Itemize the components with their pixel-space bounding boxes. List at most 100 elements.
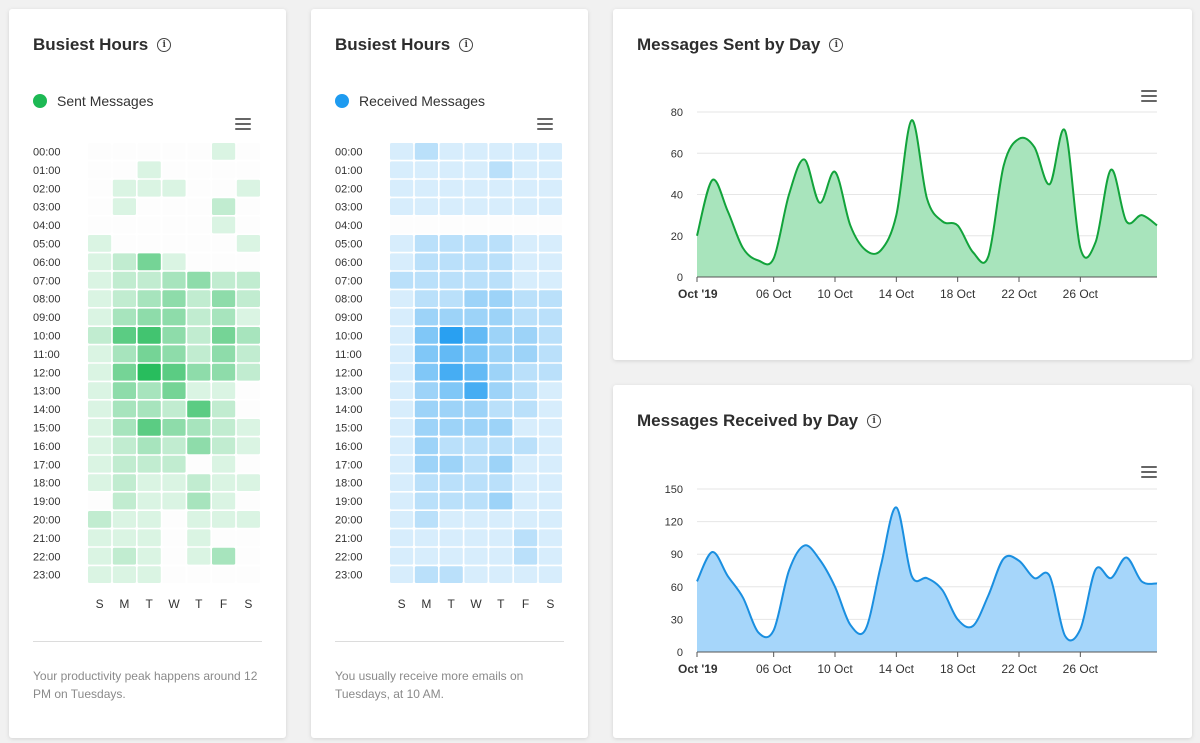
heatmap-cell[interactable] bbox=[538, 161, 562, 179]
heatmap-cell[interactable] bbox=[464, 566, 488, 583]
heatmap-cell[interactable] bbox=[390, 400, 414, 418]
heatmap-cell[interactable] bbox=[137, 419, 161, 436]
heatmap-cell[interactable] bbox=[162, 290, 186, 307]
heatmap-cell[interactable] bbox=[236, 437, 260, 455]
heatmap-cell[interactable] bbox=[88, 474, 112, 491]
heatmap-cell[interactable] bbox=[390, 437, 414, 455]
heatmap-cell[interactable] bbox=[414, 290, 438, 307]
heatmap-cell[interactable] bbox=[414, 511, 438, 528]
heatmap-cell[interactable] bbox=[538, 308, 562, 326]
heatmap-cell[interactable] bbox=[514, 345, 538, 363]
heatmap-cell[interactable] bbox=[236, 547, 260, 565]
heatmap-cell[interactable] bbox=[439, 547, 463, 565]
heatmap-cell[interactable] bbox=[162, 492, 186, 510]
heatmap-cell[interactable] bbox=[137, 179, 161, 197]
heatmap-cell[interactable] bbox=[88, 363, 112, 381]
heatmap-cell[interactable] bbox=[112, 271, 136, 289]
heatmap-cell[interactable] bbox=[236, 455, 260, 473]
heatmap-cell[interactable] bbox=[112, 474, 136, 491]
heatmap-cell[interactable] bbox=[464, 327, 488, 344]
heatmap-cell[interactable] bbox=[162, 345, 186, 363]
heatmap-cell[interactable] bbox=[236, 327, 260, 344]
heatmap-cell[interactable] bbox=[390, 235, 414, 252]
heatmap-cell[interactable] bbox=[162, 179, 186, 197]
heatmap-cell[interactable] bbox=[112, 327, 136, 344]
heatmap-cell[interactable] bbox=[187, 566, 211, 583]
heatmap-cell[interactable] bbox=[390, 566, 414, 583]
heatmap-cell[interactable] bbox=[514, 419, 538, 436]
heatmap-cell[interactable] bbox=[489, 161, 513, 179]
heatmap-cell[interactable] bbox=[390, 382, 414, 399]
heatmap-cell[interactable] bbox=[538, 235, 562, 252]
heatmap-cell[interactable] bbox=[236, 235, 260, 252]
heatmap-cell[interactable] bbox=[414, 161, 438, 179]
heatmap-cell[interactable] bbox=[236, 566, 260, 583]
heatmap-cell[interactable] bbox=[464, 345, 488, 363]
heatmap-cell[interactable] bbox=[464, 400, 488, 418]
heatmap-cell[interactable] bbox=[390, 492, 414, 510]
heatmap-cell[interactable] bbox=[212, 308, 236, 326]
heatmap-cell[interactable] bbox=[162, 511, 186, 528]
heatmap-cell[interactable] bbox=[212, 511, 236, 528]
legend[interactable]: Received Messages bbox=[335, 93, 485, 109]
heatmap-cell[interactable] bbox=[88, 216, 112, 234]
heatmap-cell[interactable] bbox=[112, 511, 136, 528]
heatmap-cell[interactable] bbox=[162, 161, 186, 179]
heatmap-cell[interactable] bbox=[464, 216, 488, 234]
heatmap-cell[interactable] bbox=[489, 547, 513, 565]
heatmap-cell[interactable] bbox=[187, 253, 211, 271]
heatmap-cell[interactable] bbox=[414, 547, 438, 565]
heatmap-cell[interactable] bbox=[162, 271, 186, 289]
heatmap-cell[interactable] bbox=[236, 345, 260, 363]
heatmap-cell[interactable] bbox=[112, 235, 136, 252]
heatmap-cell[interactable] bbox=[514, 143, 538, 160]
heatmap-cell[interactable] bbox=[112, 216, 136, 234]
heatmap-cell[interactable] bbox=[236, 143, 260, 160]
heatmap-cell[interactable] bbox=[88, 327, 112, 344]
heatmap-cell[interactable] bbox=[439, 216, 463, 234]
heatmap-cell[interactable] bbox=[514, 455, 538, 473]
heatmap-cell[interactable] bbox=[538, 437, 562, 455]
heatmap-cell[interactable] bbox=[439, 474, 463, 491]
heatmap-cell[interactable] bbox=[137, 474, 161, 491]
heatmap-cell[interactable] bbox=[390, 216, 414, 234]
heatmap-cell[interactable] bbox=[538, 529, 562, 547]
heatmap-cell[interactable] bbox=[390, 529, 414, 547]
heatmap-cell[interactable] bbox=[489, 400, 513, 418]
heatmap-cell[interactable] bbox=[112, 382, 136, 399]
heatmap-cell[interactable] bbox=[390, 363, 414, 381]
heatmap-cell[interactable] bbox=[187, 363, 211, 381]
heatmap-cell[interactable] bbox=[212, 437, 236, 455]
heatmap-cell[interactable] bbox=[236, 290, 260, 307]
heatmap-cell[interactable] bbox=[390, 547, 414, 565]
heatmap-cell[interactable] bbox=[236, 198, 260, 215]
heatmap-cell[interactable] bbox=[88, 400, 112, 418]
heatmap-cell[interactable] bbox=[390, 455, 414, 473]
heatmap-cell[interactable] bbox=[112, 363, 136, 381]
heatmap-cell[interactable] bbox=[162, 308, 186, 326]
heatmap-cell[interactable] bbox=[187, 511, 211, 528]
heatmap-cell[interactable] bbox=[212, 271, 236, 289]
heatmap-cell[interactable] bbox=[414, 235, 438, 252]
heatmap-cell[interactable] bbox=[236, 419, 260, 436]
heatmap-cell[interactable] bbox=[236, 382, 260, 399]
heatmap-cell[interactable] bbox=[187, 198, 211, 215]
heatmap-cell[interactable] bbox=[236, 179, 260, 197]
heatmap-cell[interactable] bbox=[414, 198, 438, 215]
heatmap-cell[interactable] bbox=[514, 382, 538, 399]
heatmap-cell[interactable] bbox=[212, 253, 236, 271]
heatmap-cell[interactable] bbox=[489, 179, 513, 197]
heatmap-cell[interactable] bbox=[390, 419, 414, 436]
heatmap-cell[interactable] bbox=[464, 547, 488, 565]
heatmap-cell[interactable] bbox=[464, 382, 488, 399]
heatmap-cell[interactable] bbox=[489, 271, 513, 289]
heatmap-cell[interactable] bbox=[162, 253, 186, 271]
heatmap-cell[interactable] bbox=[489, 198, 513, 215]
heatmap-cell[interactable] bbox=[414, 179, 438, 197]
heatmap-cell[interactable] bbox=[414, 271, 438, 289]
heatmap-cell[interactable] bbox=[538, 419, 562, 436]
heatmap-cell[interactable] bbox=[88, 271, 112, 289]
heatmap-cell[interactable] bbox=[464, 161, 488, 179]
heatmap-cell[interactable] bbox=[414, 419, 438, 436]
heatmap-cell[interactable] bbox=[538, 216, 562, 234]
